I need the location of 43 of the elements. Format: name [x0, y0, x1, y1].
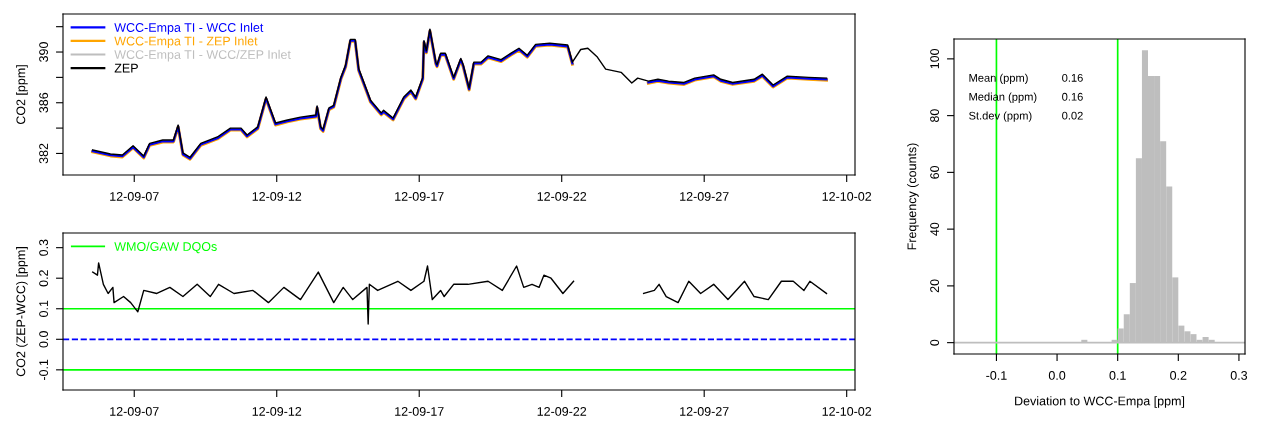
annotation: 0.02 [1062, 111, 1083, 120]
y-tick-label: 386 [39, 92, 49, 113]
annotation: 0.16 [1062, 92, 1083, 101]
x-tick-label: 12-09-27 [680, 407, 729, 416]
x-tick-label: 12-09-07 [110, 407, 159, 416]
y-tick-label: 0.0 [39, 331, 49, 348]
x-tick-label: -0.1 [986, 371, 1007, 380]
y-tick-label: 100 [930, 48, 940, 69]
x-tick-label: 12-09-22 [537, 407, 587, 416]
y-axis-title: Frequency (counts) [907, 143, 919, 250]
x-tick-label: 12-09-27 [680, 192, 729, 201]
annotation: 0.16 [1062, 73, 1083, 82]
y-tick-label: 20 [930, 279, 940, 293]
x-axis-title: Deviation to WCC-Empa [ppm] [1015, 396, 1185, 408]
x-tick-label: 0.2 [1170, 371, 1187, 380]
y-tick-label: 80 [930, 109, 940, 123]
x-tick-label: 12-09-12 [252, 407, 302, 416]
x-tick-label: 12-09-22 [537, 192, 587, 201]
legend-label: WMO/GAW DQOs [114, 241, 217, 254]
legend-label: WCC-Empa TI - WCC/ZEP Inlet [114, 49, 291, 62]
y-tick-label: 0 [930, 339, 940, 346]
x-tick-label: 12-09-17 [395, 407, 444, 416]
legend-label: ZEP [114, 63, 138, 73]
y-tick-label: 0.3 [39, 239, 49, 256]
x-tick-label: 12-09-07 [110, 192, 159, 201]
x-tick-label: 12-10-02 [822, 192, 872, 201]
x-tick-label: 12-10-02 [822, 407, 872, 416]
x-tick-label: 0.1 [1109, 371, 1126, 380]
x-tick-label: 0.3 [1230, 371, 1248, 380]
y-axis-title: CO2 [ppm] [16, 65, 28, 125]
y-tick-label: 0.2 [39, 270, 49, 287]
y-tick-label: 40 [930, 222, 940, 236]
x-tick-label: 0.0 [1048, 371, 1066, 380]
x-tick-label: 12-09-17 [395, 192, 444, 201]
y-axis-title: CO2 (ZEP-WCC) [ppm] [16, 247, 28, 377]
y-tick-label: 390 [39, 42, 49, 62]
y-tick-label: 0.1 [39, 300, 49, 317]
legend-label: WCC-Empa TI - WCC Inlet [114, 22, 264, 35]
y-tick-label: 382 [39, 143, 49, 164]
y-tick-label: 60 [930, 165, 940, 179]
legend-label: WCC-Empa TI - ZEP Inlet [114, 36, 258, 48]
x-tick-label: 12-09-12 [252, 192, 302, 201]
annotation: Mean (ppm) [969, 73, 1028, 85]
